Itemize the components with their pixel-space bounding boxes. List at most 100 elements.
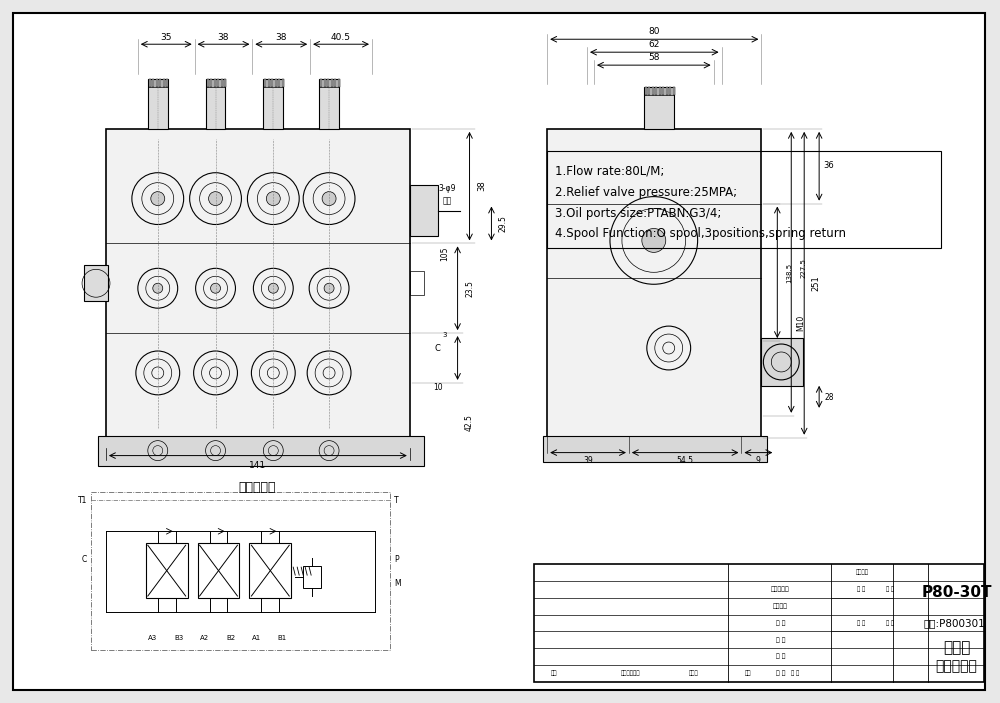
Text: 39: 39 [583, 456, 593, 465]
Bar [534, 564, 984, 682]
Text: 图纸编号: 图纸编号 [855, 569, 868, 575]
Bar [263, 79, 283, 129]
Bar [84, 265, 108, 301]
Bar [152, 79, 154, 87]
Text: 58: 58 [648, 53, 660, 62]
Text: 标准化监控: 标准化监控 [771, 586, 790, 592]
Text: B2: B2 [226, 635, 235, 641]
Circle shape [266, 192, 280, 205]
Text: 所用材料轨距: 所用材料轨距 [621, 671, 641, 676]
Text: 校 对: 校 对 [776, 620, 785, 626]
Bar [547, 129, 761, 438]
Text: 制 图: 制 图 [776, 654, 785, 659]
Bar [278, 79, 280, 87]
Bar [410, 271, 424, 295]
Text: 38: 38 [276, 33, 287, 41]
Bar [224, 79, 226, 87]
Bar [410, 185, 438, 236]
Text: 進孔: 進孔 [443, 196, 452, 205]
Circle shape [209, 192, 223, 205]
Bar [163, 79, 165, 87]
Bar [106, 129, 410, 438]
Circle shape [153, 283, 163, 293]
Text: 36: 36 [824, 161, 834, 170]
Circle shape [322, 192, 336, 205]
Text: 2.Relief valve pressure:25MPA;: 2.Relief valve pressure:25MPA; [555, 186, 737, 199]
Text: 编号:P800301: 编号:P800301 [924, 618, 985, 628]
Text: 3: 3 [442, 332, 447, 338]
Text: M10: M10 [797, 315, 806, 331]
Text: T1: T1 [78, 496, 87, 505]
Text: 10: 10 [433, 383, 442, 392]
Bar [148, 79, 168, 129]
Bar [331, 79, 333, 87]
Text: 105: 105 [440, 246, 449, 261]
Bar [207, 79, 209, 87]
Bar [198, 543, 239, 598]
Text: 4.Spool Function:O spool,3positions,spring return: 4.Spool Function:O spool,3positions,spri… [555, 228, 846, 240]
Text: 3.Oil ports size:PTABN:G3/4;: 3.Oil ports size:PTABN:G3/4; [555, 207, 722, 219]
Text: 141: 141 [249, 461, 266, 470]
Bar [206, 79, 225, 129]
Text: B3: B3 [174, 635, 183, 641]
Text: C: C [435, 344, 441, 352]
Bar [547, 151, 941, 248]
Bar [666, 87, 668, 95]
Text: P: P [394, 555, 398, 564]
Text: 多路阀: 多路阀 [943, 640, 970, 656]
Text: 35: 35 [160, 33, 172, 41]
Bar [673, 87, 675, 95]
Text: 重 量: 重 量 [857, 586, 865, 592]
Text: 审 定: 审 定 [886, 620, 894, 626]
Bar [221, 79, 223, 87]
Text: 38: 38 [477, 180, 486, 191]
Text: 251: 251 [812, 276, 821, 291]
Bar [282, 79, 284, 87]
Bar [655, 87, 657, 95]
Text: 54.5: 54.5 [676, 456, 693, 465]
Circle shape [642, 228, 666, 252]
Bar [303, 566, 321, 588]
Text: 38: 38 [218, 33, 229, 41]
Bar [645, 87, 647, 95]
Circle shape [268, 283, 278, 293]
Text: 关 键: 关 键 [857, 620, 865, 626]
Text: 设计人: 设计人 [689, 671, 699, 676]
Bar [652, 87, 654, 95]
Bar [319, 79, 339, 129]
Text: C: C [82, 555, 87, 564]
Bar [659, 87, 661, 95]
Bar [327, 79, 329, 87]
Text: 9: 9 [756, 456, 761, 465]
Bar [324, 79, 326, 87]
Text: 29.5: 29.5 [499, 215, 508, 232]
Circle shape [211, 283, 221, 293]
Bar [91, 492, 390, 650]
Bar [210, 79, 212, 87]
Bar [166, 79, 168, 87]
Text: 比 例: 比 例 [886, 586, 894, 592]
Text: 液压原理图: 液压原理图 [239, 481, 276, 494]
Bar [644, 87, 674, 129]
Text: 3-φ9: 3-φ9 [439, 184, 456, 193]
Text: 138.5: 138.5 [786, 263, 792, 283]
Text: 备 注: 备 注 [791, 671, 799, 676]
Bar [264, 79, 266, 87]
Text: 62: 62 [648, 40, 659, 49]
Text: A3: A3 [148, 635, 157, 641]
Bar [214, 79, 216, 87]
Bar [275, 79, 277, 87]
Bar [156, 79, 158, 87]
Bar [249, 543, 291, 598]
Bar [669, 87, 671, 95]
Bar [543, 436, 767, 462]
Bar [159, 79, 161, 87]
Bar [149, 79, 151, 87]
Text: 80: 80 [649, 27, 660, 36]
Text: A2: A2 [200, 635, 209, 641]
Bar [662, 87, 664, 95]
Text: 1.Flow rate:80L/M;: 1.Flow rate:80L/M; [555, 165, 665, 178]
Text: 描 图: 描 图 [776, 637, 785, 643]
Text: B1: B1 [278, 635, 287, 641]
Text: 设 计: 设 计 [776, 671, 785, 676]
